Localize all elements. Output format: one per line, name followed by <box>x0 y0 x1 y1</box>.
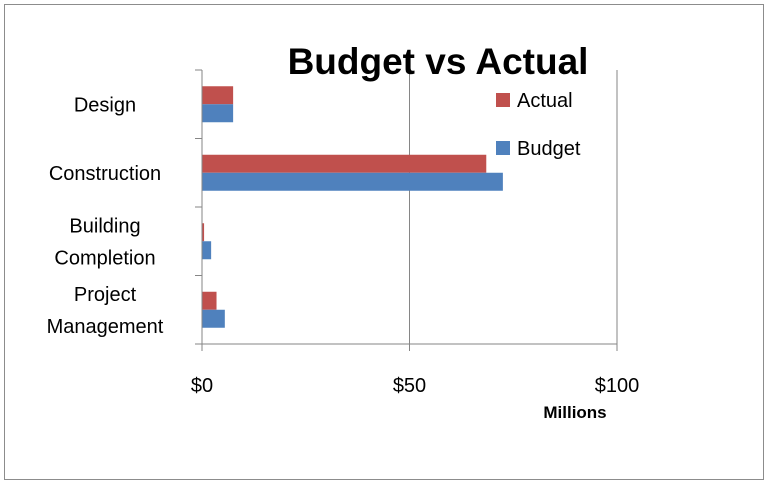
category-label: Design <box>74 94 136 116</box>
legend: Actual Budget <box>496 90 581 160</box>
category-label: Building Completion <box>54 215 155 269</box>
bar-budget-3 <box>202 309 225 328</box>
bar-actual-3 <box>202 291 217 310</box>
bar-budget-0 <box>202 104 234 123</box>
legend-swatch-actual <box>496 93 510 107</box>
x-axis-title: Millions <box>543 403 606 422</box>
bar-actual-2 <box>202 223 205 242</box>
legend-swatch-budget <box>496 141 510 155</box>
tick-labels: $0 $50 $100 Design Construction Building Compl… <box>47 94 640 397</box>
axes <box>195 69 618 351</box>
x-tick-label: $50 <box>393 375 426 397</box>
legend-label-budget: Budget <box>517 138 581 160</box>
bar-budget-1 <box>202 172 503 191</box>
gridlines <box>409 70 618 344</box>
x-tick-label: $0 <box>191 375 213 397</box>
bar-actual-0 <box>202 86 234 105</box>
bars <box>202 86 503 328</box>
category-label: Project Management <box>47 284 164 338</box>
bar-budget-2 <box>202 241 212 260</box>
chart-title: Budget vs Actual <box>288 41 589 82</box>
bar-actual-1 <box>202 154 487 173</box>
category-label: Construction <box>49 163 161 185</box>
legend-label-actual: Actual <box>517 90 573 112</box>
x-tick-label: $100 <box>595 375 640 397</box>
chart-frame <box>4 4 764 480</box>
